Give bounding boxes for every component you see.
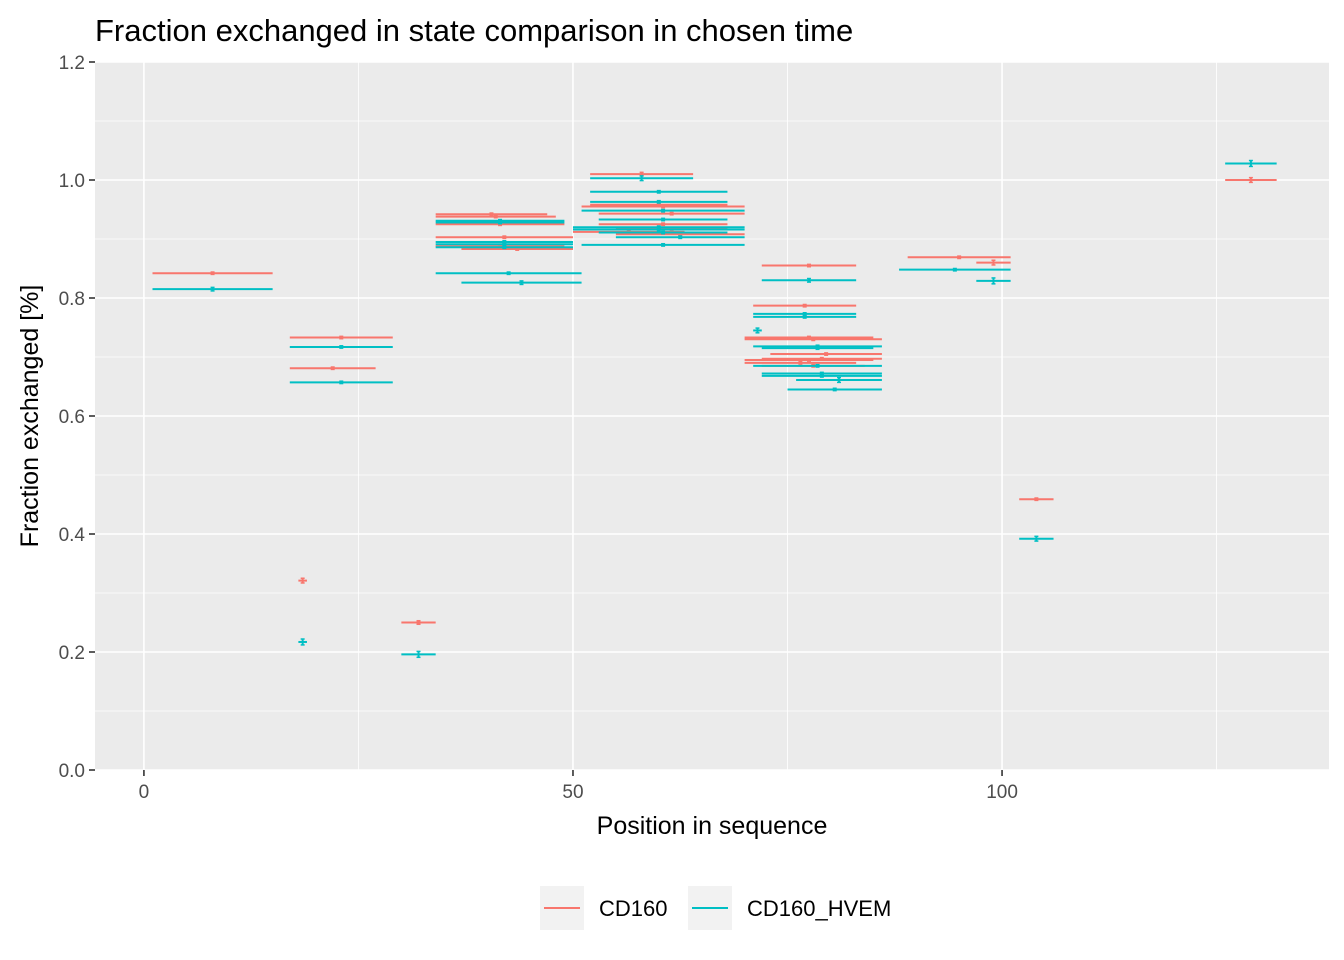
x-tick-label: 100 <box>986 782 1018 803</box>
y-axis-title: Fraction exchanged [%] <box>16 285 44 548</box>
y-tick-label: 1.2 <box>59 53 85 74</box>
legend: CD160 CD160_HVEM <box>540 886 891 930</box>
y-axis: 0.0 0.2 0.4 0.6 0.8 1.0 1.2 <box>59 53 95 782</box>
chart-title: Fraction exchanged in state comparison i… <box>95 13 853 48</box>
y-tick-label: 0.2 <box>59 643 85 664</box>
y-tick-label: 1.0 <box>59 171 85 192</box>
y-tick-label: 0.4 <box>59 525 86 546</box>
legend-label-cd160: CD160 <box>599 896 667 921</box>
x-axis: 0 50 100 <box>139 770 1018 803</box>
y-tick-label: 0.6 <box>59 407 85 428</box>
x-tick-label: 0 <box>139 782 150 803</box>
x-axis-title: Position in sequence <box>597 812 828 840</box>
y-tick-label: 0.0 <box>59 761 85 782</box>
grid-major <box>95 61 1329 771</box>
x-tick-label: 50 <box>562 782 583 803</box>
y-tick-label: 0.8 <box>59 289 85 310</box>
legend-label-cd160-hvem: CD160_HVEM <box>747 896 891 921</box>
data-marks <box>152 159 1277 659</box>
